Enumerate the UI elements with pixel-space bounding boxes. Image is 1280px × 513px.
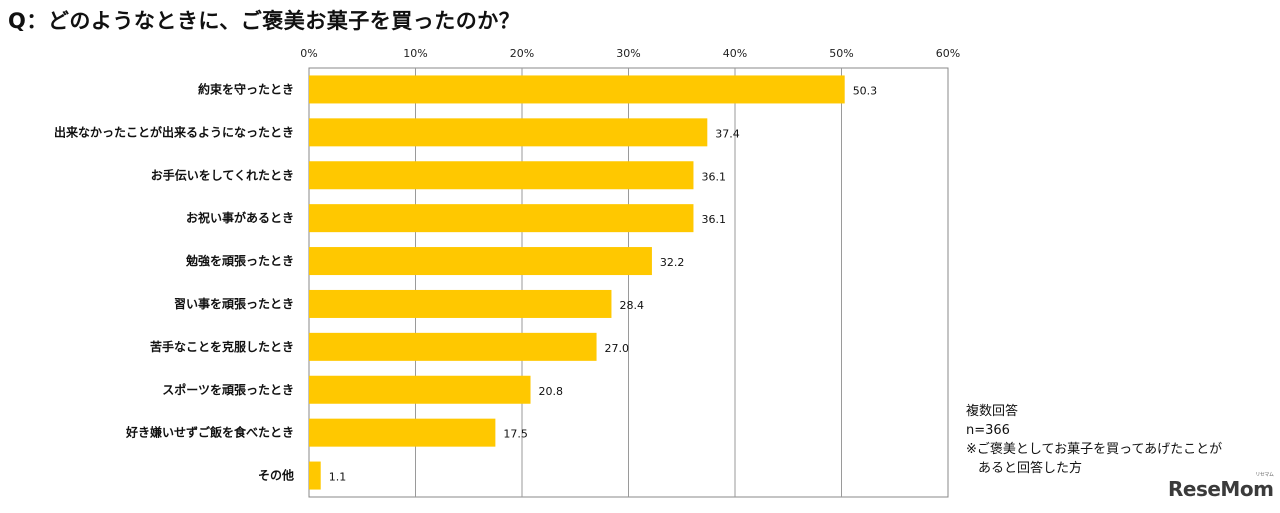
value-label: 32.2 <box>660 256 685 269</box>
bar <box>309 75 845 104</box>
logo-text: ReseMom <box>1168 477 1274 501</box>
bar <box>309 332 597 361</box>
category-label: その他 <box>258 468 294 483</box>
category-label: お祝い事があるとき <box>186 210 294 225</box>
value-label: 28.4 <box>619 299 644 312</box>
value-label: 36.1 <box>701 170 726 183</box>
category-label: お手伝いをしてくれたとき <box>151 167 294 182</box>
category-label: 出来なかったことが出来るようになったとき <box>54 124 294 139</box>
bar <box>309 118 708 147</box>
bar <box>309 418 496 447</box>
value-label: 36.1 <box>701 213 726 226</box>
x-tick-label: 40% <box>723 47 747 60</box>
page-title: Q：どのようなときに、ご褒美お菓子を買ったのか？ <box>8 9 521 33</box>
category-label: スポーツを頑張ったとき <box>162 382 294 397</box>
x-tick-label: 30% <box>616 47 640 60</box>
value-label: 20.8 <box>539 385 564 398</box>
value-label: 27.0 <box>605 342 630 355</box>
note-line-1: 複数回答 <box>966 404 1019 419</box>
category-label: 苦手なことを克服したとき <box>150 339 294 354</box>
category-label: 習い事を頑張ったとき <box>174 296 294 311</box>
bar <box>309 204 694 233</box>
x-tick-label: 10% <box>403 47 427 60</box>
value-label: 17.5 <box>503 428 528 441</box>
bar <box>309 161 694 190</box>
category-label: 好き嫌いせずご飯を食べたとき <box>125 425 294 440</box>
note-line-2: n=366 <box>966 423 1010 438</box>
value-label: 1.1 <box>329 471 347 484</box>
bar <box>309 289 612 318</box>
x-tick-label: 0% <box>300 47 317 60</box>
x-tick-label: 20% <box>510 47 534 60</box>
bar <box>309 461 321 490</box>
category-label: 約束を守ったとき <box>198 81 294 96</box>
value-label: 50.3 <box>853 84 878 97</box>
x-tick-label: 50% <box>829 47 853 60</box>
x-tick-label: 60% <box>936 47 960 60</box>
note-line-3: ※ご褒美としてお菓子を買ってあげたことが <box>966 442 1223 457</box>
category-label: 勉強を頑張ったとき <box>185 253 294 268</box>
bar <box>309 375 531 404</box>
logo-sup: リセマム <box>1255 472 1274 478</box>
note-line-4: あると回答した方 <box>978 461 1083 476</box>
value-label: 37.4 <box>715 127 740 140</box>
resemom-logo: ReseMom リセマム <box>1168 472 1274 501</box>
bar <box>309 247 652 276</box>
survey-note: 複数回答 n=366 ※ご褒美としてお菓子を買ってあげたことが あると回答した方 <box>966 402 1222 478</box>
